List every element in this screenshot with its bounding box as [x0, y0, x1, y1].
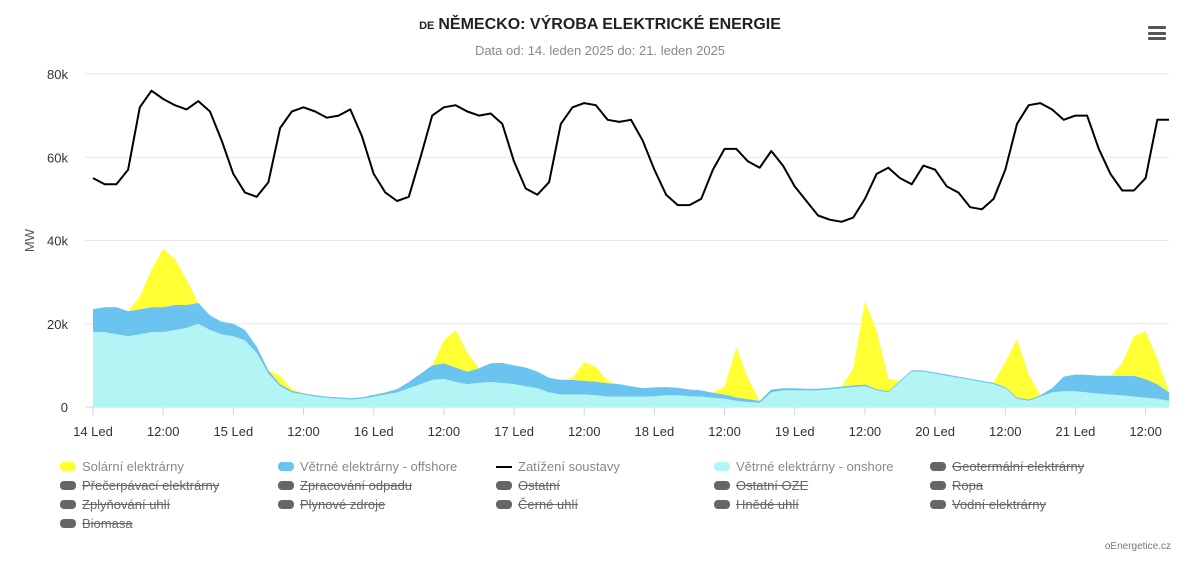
x-tick-label: 20 Led	[915, 424, 955, 439]
legend-label: Solární elektrárny	[82, 459, 184, 474]
x-tick-label: 14 Led	[73, 424, 113, 439]
x-tick-label: 12:00	[147, 424, 180, 439]
x-tick-label: 12:00	[989, 424, 1022, 439]
y-tick-label: 80k	[47, 67, 68, 82]
legend-item[interactable]: Přečerpávací elektrárny	[60, 478, 219, 493]
country-code: DE	[419, 20, 435, 32]
y-tick-label: 40k	[47, 234, 68, 249]
legend-item[interactable]: Zplyňování uhlí	[60, 497, 170, 512]
x-tick-label: 17 Led	[494, 424, 534, 439]
hamburger-menu-icon[interactable]	[1148, 26, 1166, 40]
legend-label: Hnědé uhlí	[736, 497, 799, 512]
x-tick-label: 12:00	[1129, 424, 1162, 439]
legend-label: Biomasa	[82, 516, 133, 531]
legend-label: Ropa	[952, 478, 984, 493]
legend-label: Geotermální elektrárny	[952, 459, 1085, 474]
legend-item[interactable]: Černé uhlí	[496, 497, 578, 512]
y-tick-label: 20k	[47, 317, 68, 332]
line-zatizeni-soustavy[interactable]	[92, 89, 1169, 223]
legend-label: Větrné elektrárny - onshore	[736, 459, 894, 474]
legend-item[interactable]: Vodní elektrárny	[930, 497, 1046, 512]
legend-swatch-icon	[714, 500, 730, 509]
legend-swatch-icon	[496, 500, 512, 509]
legend-swatch-icon	[278, 481, 294, 490]
x-tick-label: 18 Led	[635, 424, 675, 439]
legend-swatch-icon	[930, 481, 946, 490]
legend-label: Černé uhlí	[518, 497, 578, 512]
legend-swatch-icon	[60, 462, 76, 471]
legend-label: Ostatní OZE	[736, 478, 809, 493]
legend-swatch-icon	[60, 500, 76, 509]
legend-item[interactable]: Ropa	[930, 478, 983, 493]
legend-item[interactable]: Hnědé uhlí	[714, 497, 799, 512]
y-tick-label: 60k	[47, 150, 68, 165]
x-tick-label: 12:00	[287, 424, 320, 439]
legend-swatch-icon	[714, 462, 730, 471]
chart-subtitle: Data od: 14. leden 2025 do: 21. leden 20…	[474, 43, 726, 58]
legend-label: Vodní elektrárny	[952, 497, 1046, 512]
legend-swatch-icon	[496, 481, 512, 490]
x-tick-label: 19 Led	[775, 424, 815, 439]
x-tick-label: 15 Led	[213, 424, 253, 439]
credit-text: oEnergetice.cz	[1104, 541, 1171, 552]
x-tick-label: 21 Led	[1056, 424, 1096, 439]
legend-swatch-icon	[60, 519, 76, 528]
x-tick-label: 12:00	[849, 424, 882, 439]
legend-swatch-icon	[278, 500, 294, 509]
area-vetrne-elektrarny-offshore[interactable]	[93, 302, 1169, 403]
legend-item[interactable]: Větrné elektrárny - offshore	[278, 459, 457, 474]
legend-label: Zpracování odpadu	[300, 478, 413, 493]
y-axis-label: MW	[22, 228, 37, 252]
legend-item[interactable]: Ostatní	[496, 478, 560, 493]
legend-swatch-icon	[930, 500, 946, 509]
legend-label: Zplyňování uhlí	[82, 497, 171, 512]
legend-item[interactable]: Solární elektrárny	[60, 459, 184, 474]
legend-label: Přečerpávací elektrárny	[82, 478, 220, 493]
y-tick-label: 0	[61, 400, 68, 415]
legend-item[interactable]: Zpracování odpadu	[278, 478, 412, 493]
x-tick-label: 12:00	[708, 424, 741, 439]
x-tick-label: 12:00	[428, 424, 461, 439]
legend-item[interactable]: Ostatní OZE	[714, 478, 808, 493]
x-tick-label: 16 Led	[354, 424, 394, 439]
legend-item[interactable]: Plynové zdroje	[278, 497, 385, 512]
chart-title: DE NĚMECKO: VÝROBA ELEKTRICKÉ ENERGIE	[0, 16, 1200, 34]
legend-item[interactable]: Větrné elektrárny - onshore	[714, 459, 894, 474]
legend-label: Zatížení soustavy	[518, 459, 620, 474]
chart-title-text: NĚMECKO: VÝROBA ELEKTRICKÉ ENERGIE	[438, 16, 781, 33]
legend-swatch-icon	[496, 465, 512, 468]
legend-item[interactable]: Geotermální elektrárny	[930, 459, 1084, 474]
x-tick-label: 12:00	[568, 424, 601, 439]
legend-label: Větrné elektrárny - offshore	[300, 459, 458, 474]
area-vetrne-elektrarny-onshore[interactable]	[93, 323, 1169, 407]
legend-item[interactable]: Zatížení soustavy	[496, 459, 620, 474]
legend-swatch-icon	[714, 481, 730, 490]
legend-label: Ostatní	[518, 478, 560, 493]
legend-label: Plynové zdroje	[300, 497, 386, 512]
legend-swatch-icon	[278, 462, 294, 471]
legend-swatch-icon	[60, 481, 76, 490]
legend-swatch-icon	[930, 462, 946, 471]
legend-item[interactable]: Biomasa	[60, 516, 133, 531]
